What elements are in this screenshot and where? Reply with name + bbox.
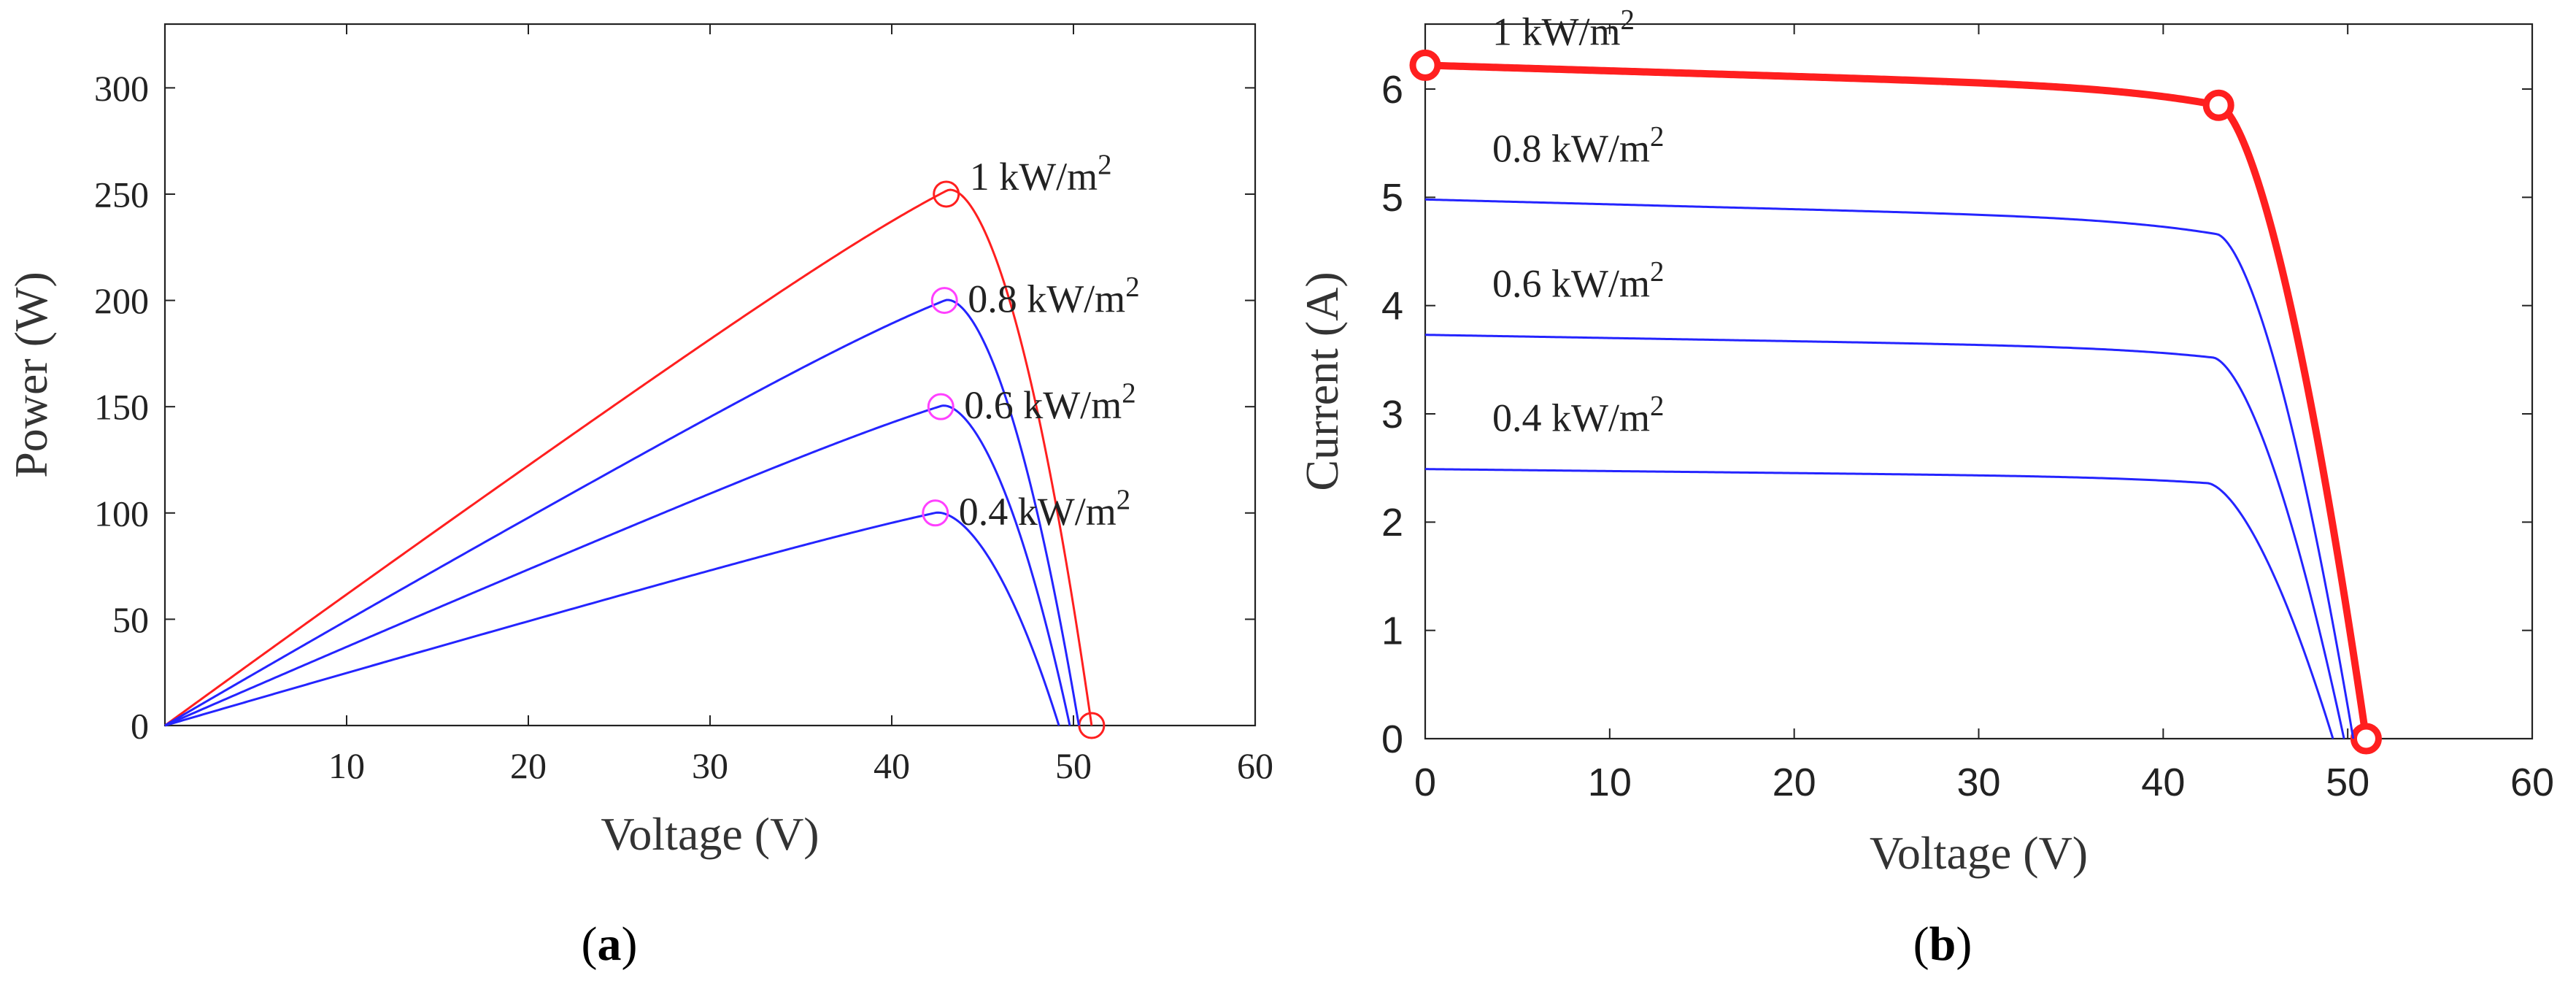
series-label-text: 0.4 kW/m [959, 490, 1117, 534]
series-line [1424, 198, 2355, 739]
mpp-marker [933, 180, 960, 208]
series-label-superscript: 2 [1098, 149, 1111, 180]
y-tick-label: 4 [1381, 285, 1403, 328]
voc-marker [1078, 712, 1106, 739]
series-line [164, 511, 1060, 727]
key-point-marker [2350, 723, 2382, 755]
series-label: 0.6 kW/m2 [964, 377, 1135, 427]
y-tick-label: 300 [94, 68, 149, 109]
x-tick-label: 30 [1956, 761, 2000, 804]
series-label-superscript: 2 [1122, 377, 1135, 409]
series-label-text: 0.6 kW/m [1492, 262, 1650, 306]
y-tick-label: 0 [131, 706, 149, 747]
y-tick-label: 1 [1381, 609, 1403, 653]
y-tick-label: 6 [1381, 68, 1403, 112]
series-label-superscript: 2 [1620, 4, 1634, 35]
y-tick-label: 250 [94, 174, 149, 215]
y-tick-label: 150 [94, 387, 149, 428]
x-tick-label: 20 [510, 745, 547, 786]
series-label-superscript: 2 [1125, 272, 1139, 303]
series-line [164, 188, 1093, 727]
mpp-marker [922, 499, 949, 527]
series-label: 1 kW/m2 [970, 149, 1112, 199]
series-label-superscript: 2 [1117, 484, 1130, 515]
key-point-marker [2202, 89, 2234, 121]
mpp-marker [930, 287, 958, 315]
series-label: 0.6 kW/m2 [1492, 256, 1664, 306]
y-tick-label: 200 [94, 280, 149, 321]
y-tick-label: 2 [1381, 501, 1403, 545]
chart-panel-b: 0 10 20 30 40 50 60 0 1 2 3 4 5 6 Voltage (V) Current (… [1296, 4, 2554, 879]
series-line [164, 404, 1071, 727]
x-axis-label: Voltage (V) [1870, 827, 2088, 879]
y-tick-label: 50 [112, 599, 149, 640]
series-line [1424, 334, 2345, 739]
series-label: 0.4 kW/m2 [959, 484, 1130, 534]
x-tick-label: 10 [1588, 761, 1632, 804]
series-label-text: 0.4 kW/m [1492, 396, 1650, 440]
key-point-marker [1409, 49, 1441, 81]
x-axis-label: Voltage (V) [601, 808, 819, 860]
mpp-marker [927, 393, 955, 420]
series-label-text: 0.8 kW/m [968, 277, 1125, 321]
series-label-text: 1 kW/m [1492, 9, 1620, 53]
x-tick-label: 50 [1055, 745, 1092, 786]
series-label: 0.8 kW/m2 [1492, 120, 1664, 170]
y-axis-label: Power (W) [5, 272, 57, 478]
y-tick-label: 5 [1381, 176, 1403, 220]
series-label: 1 kW/m2 [1492, 4, 1635, 53]
x-tick-label: 0 [1414, 761, 1436, 804]
series-label: 0.8 kW/m2 [968, 272, 1139, 321]
y-tick-label: 0 [1381, 718, 1403, 761]
x-tick-label: 60 [2510, 761, 2554, 804]
series-label-text: 1 kW/m [970, 155, 1098, 199]
series-label-superscript: 2 [1650, 391, 1664, 422]
x-tick-label: 50 [2326, 761, 2369, 804]
series-label-superscript: 2 [1650, 120, 1664, 152]
caption-a: (a) [582, 917, 638, 971]
chart-panel-a: 10 20 30 40 50 60 0 50 100 150 200 250 300 Voltage (V… [5, 23, 1273, 860]
y-tick-label: 100 [94, 493, 149, 534]
y-axis-label: Current (A) [1296, 272, 1348, 490]
caption-b: (b) [1913, 917, 1973, 971]
series-label-superscript: 2 [1650, 256, 1664, 288]
x-tick-label: 20 [1773, 761, 1816, 804]
y-tick-label: 3 [1381, 393, 1403, 436]
x-tick-label: 40 [2141, 761, 2185, 804]
series-line [1424, 468, 2334, 739]
x-tick-label: 40 [874, 745, 910, 786]
x-tick-label: 10 [328, 745, 365, 786]
series-label-text: 0.8 kW/m [1492, 126, 1650, 170]
series-label: 0.4 kW/m2 [1492, 391, 1664, 440]
series-line [164, 299, 1080, 727]
x-tick-label: 30 [692, 745, 728, 786]
x-tick-label: 60 [1237, 745, 1273, 786]
series-label-text: 0.6 kW/m [964, 383, 1122, 427]
